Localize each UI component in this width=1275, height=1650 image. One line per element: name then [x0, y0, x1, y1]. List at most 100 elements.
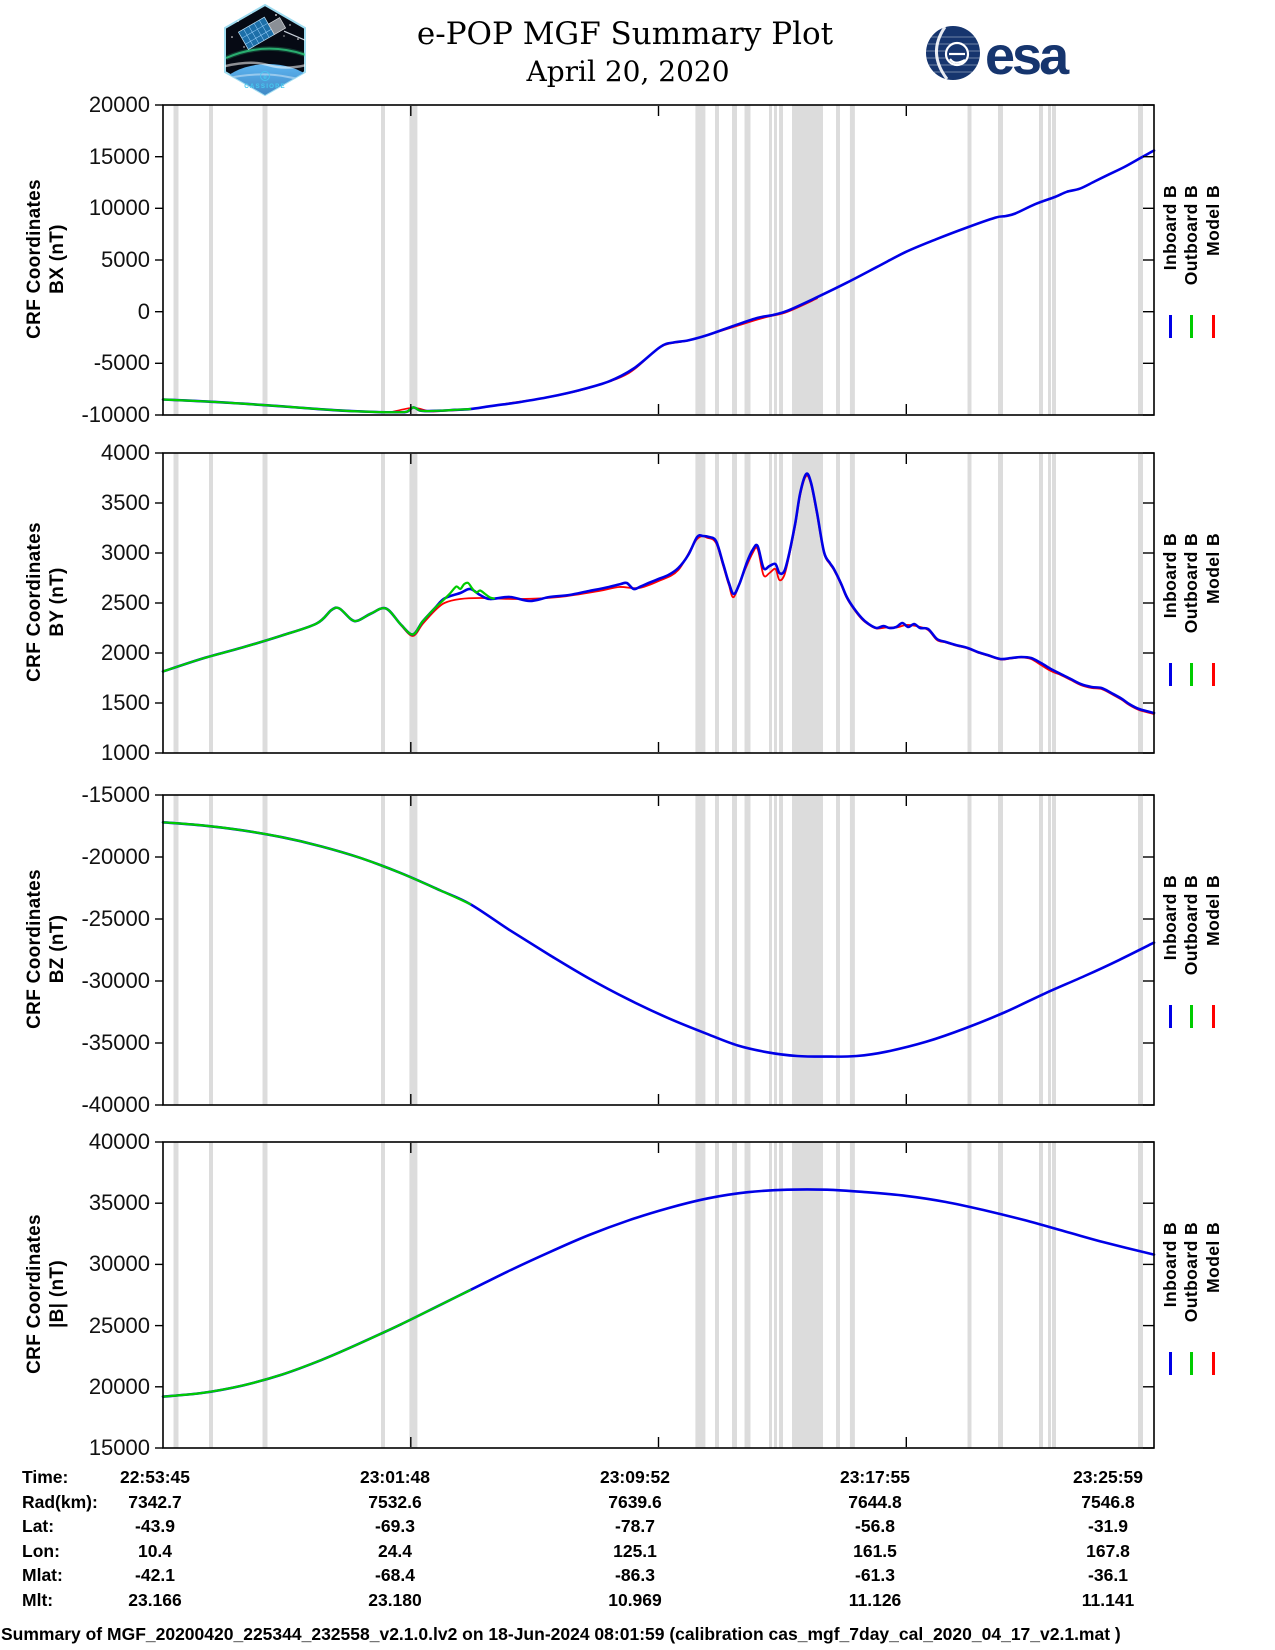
- y-tick-label: 2000: [101, 640, 150, 665]
- y-tick-label: 3500: [101, 490, 150, 515]
- y-tick-label: 3000: [101, 540, 150, 565]
- y-tick-label: 25000: [88, 1312, 150, 1338]
- table-cell: -69.3: [375, 1516, 415, 1536]
- table-cell: -78.7: [615, 1516, 655, 1536]
- y-tick-label: 40000: [88, 1129, 150, 1154]
- y-tick-label: -20000: [81, 844, 150, 869]
- table-cell: -31.9: [1088, 1516, 1128, 1536]
- cassiope-mission-patch-icon: e CASSIOPE: [224, 3, 306, 97]
- legend-line-outboard: [1190, 1352, 1193, 1375]
- legend-label-outboard: Outboard B: [1181, 185, 1201, 286]
- page-title: e-POP MGF Summary Plot: [416, 16, 834, 52]
- legend-label-model: Model B: [1203, 875, 1223, 946]
- table-cell: -61.3: [855, 1565, 895, 1585]
- y-axis-label-bz: CRF Coordinates BZ (nT): [24, 869, 68, 1029]
- legend-line-inboard: [1169, 315, 1172, 338]
- y-tick-label: 20000: [88, 92, 150, 117]
- table-cell: 23:01:48: [359, 1467, 431, 1487]
- legend-line-model: [1212, 1005, 1215, 1028]
- y-tick-label: 4000: [101, 440, 150, 465]
- y-tick-label: -10000: [81, 402, 150, 427]
- y-tick-label: -35000: [81, 1030, 150, 1055]
- legend-line-outboard: [1190, 1005, 1193, 1028]
- legend-line-outboard: [1190, 315, 1193, 338]
- legend-line-outboard: [1190, 663, 1193, 686]
- y-tick-label: 0: [137, 298, 150, 324]
- table-cell: -43.9: [135, 1516, 175, 1536]
- y-tick-label: -15000: [81, 782, 150, 807]
- table-cell: 11.126: [848, 1590, 902, 1610]
- legend-line-model: [1212, 1352, 1215, 1375]
- panel-bz: CRF Coordinates BZ (nT) -15000 -20000 -2500…: [0, 783, 1275, 1117]
- plot-area-by: [155, 452, 1156, 754]
- table-cell: 23.166: [128, 1590, 182, 1610]
- y-tick-label: -30000: [81, 968, 150, 993]
- table-cell: 24.4: [377, 1541, 413, 1561]
- table-cell: 167.8: [1086, 1541, 1130, 1561]
- table-cell: 10.4: [137, 1541, 173, 1561]
- page-date: April 20, 2020: [526, 55, 730, 88]
- plot-area-btotal: [155, 1141, 1156, 1449]
- y-tick-label: -25000: [81, 906, 150, 931]
- y-tick-label: -5000: [93, 350, 150, 376]
- legend-label-outboard: Outboard B: [1181, 533, 1201, 634]
- table-row: Mlat: -42.1 -68.4 -86.3 -61.3 -36.1: [0, 1565, 1275, 1588]
- y-tick-label: 10000: [88, 195, 150, 221]
- table-cell: -56.8: [855, 1516, 895, 1536]
- table-row-label: Lon:: [22, 1541, 60, 1561]
- table-row: Lon: 10.4 24.4 125.1 161.5 167.8: [0, 1541, 1275, 1564]
- legend-line-inboard: [1169, 1352, 1172, 1375]
- table-cell: -68.4: [375, 1565, 415, 1585]
- y-tick-label: -40000: [81, 1092, 150, 1117]
- table-cell: 7639.6: [608, 1492, 662, 1512]
- legend-label-model: Model B: [1203, 185, 1223, 256]
- panel-bx: CRF Coordinates BX (nT) 20000 15000 10000 50…: [0, 93, 1275, 427]
- y-tick-label: 5000: [101, 247, 150, 272]
- table-cell: 7644.8: [848, 1492, 902, 1512]
- y-tick-label: 1000: [101, 740, 150, 765]
- table-cell: 23:09:52: [599, 1467, 671, 1487]
- y-tick-label: 30000: [88, 1251, 150, 1277]
- y-tick-label: 1500: [101, 690, 150, 715]
- y-axis-label-btotal: CRF Coordinates |B| (nT): [24, 1214, 68, 1374]
- legend-label-outboard: Outboard B: [1181, 875, 1201, 976]
- table-cell: 23:17:55: [839, 1467, 911, 1487]
- esa-logo-icon: esa: [926, 26, 1073, 82]
- table-row-label: Time:: [22, 1467, 69, 1487]
- table-cell: 7342.7: [128, 1492, 182, 1512]
- y-tick-label: 15000: [88, 1435, 150, 1460]
- table-cell: -86.3: [615, 1565, 655, 1585]
- legend-label-model: Model B: [1203, 1222, 1223, 1293]
- legend-label-inboard: Inboard B: [1160, 185, 1180, 271]
- table-cell: 23.180: [368, 1590, 422, 1610]
- table-cell: 11.141: [1081, 1590, 1135, 1610]
- table-row: Mlt: 23.166 23.180 10.969 11.126 11.141: [0, 1590, 1275, 1613]
- footer-text: Summary of MGF_20200420_225344_232558_v2…: [1, 1624, 1121, 1644]
- table-cell: 7546.8: [1081, 1492, 1135, 1512]
- y-tick-label: 15000: [88, 143, 150, 169]
- table-row: Time: 22:53:45 23:01:48 23:09:52 23:17:55 23:…: [0, 1467, 1275, 1490]
- panel-by: CRF Coordinates BY (nT) 4000 3500 3000 2500 2…: [0, 441, 1275, 765]
- y-tick-label: 2500: [101, 590, 150, 615]
- legend-label-model: Model B: [1203, 533, 1223, 604]
- esa-wordmark: esa: [985, 26, 1070, 82]
- legend-label-inboard: Inboard B: [1160, 1222, 1180, 1308]
- table-cell: 125.1: [613, 1541, 657, 1561]
- legend-label-outboard: Outboard B: [1181, 1222, 1201, 1323]
- table-row-label: Mlt:: [22, 1590, 54, 1610]
- legend-line-model: [1212, 663, 1215, 686]
- y-tick-label: 20000: [88, 1373, 150, 1399]
- table-cell: 23:25:59: [1072, 1467, 1144, 1487]
- table-cell: 161.5: [853, 1541, 897, 1561]
- y-tick-label: 35000: [88, 1190, 150, 1216]
- table-cell: -42.1: [135, 1565, 175, 1585]
- svg-text:e: e: [263, 74, 267, 81]
- legend-label-inboard: Inboard B: [1160, 533, 1180, 619]
- table-cell: 22:53:45: [119, 1467, 191, 1487]
- table-row-label: Mlat:: [22, 1565, 63, 1585]
- table-row: Rad(km): 7342.7 7532.6 7639.6 7644.8 7546.8: [0, 1492, 1275, 1515]
- plot-area-bx: [155, 104, 1156, 416]
- table-row: Lat: -43.9 -69.3 -78.7 -56.8 -31.9: [0, 1516, 1275, 1539]
- legend-line-model: [1212, 315, 1215, 338]
- legend-line-inboard: [1169, 663, 1172, 686]
